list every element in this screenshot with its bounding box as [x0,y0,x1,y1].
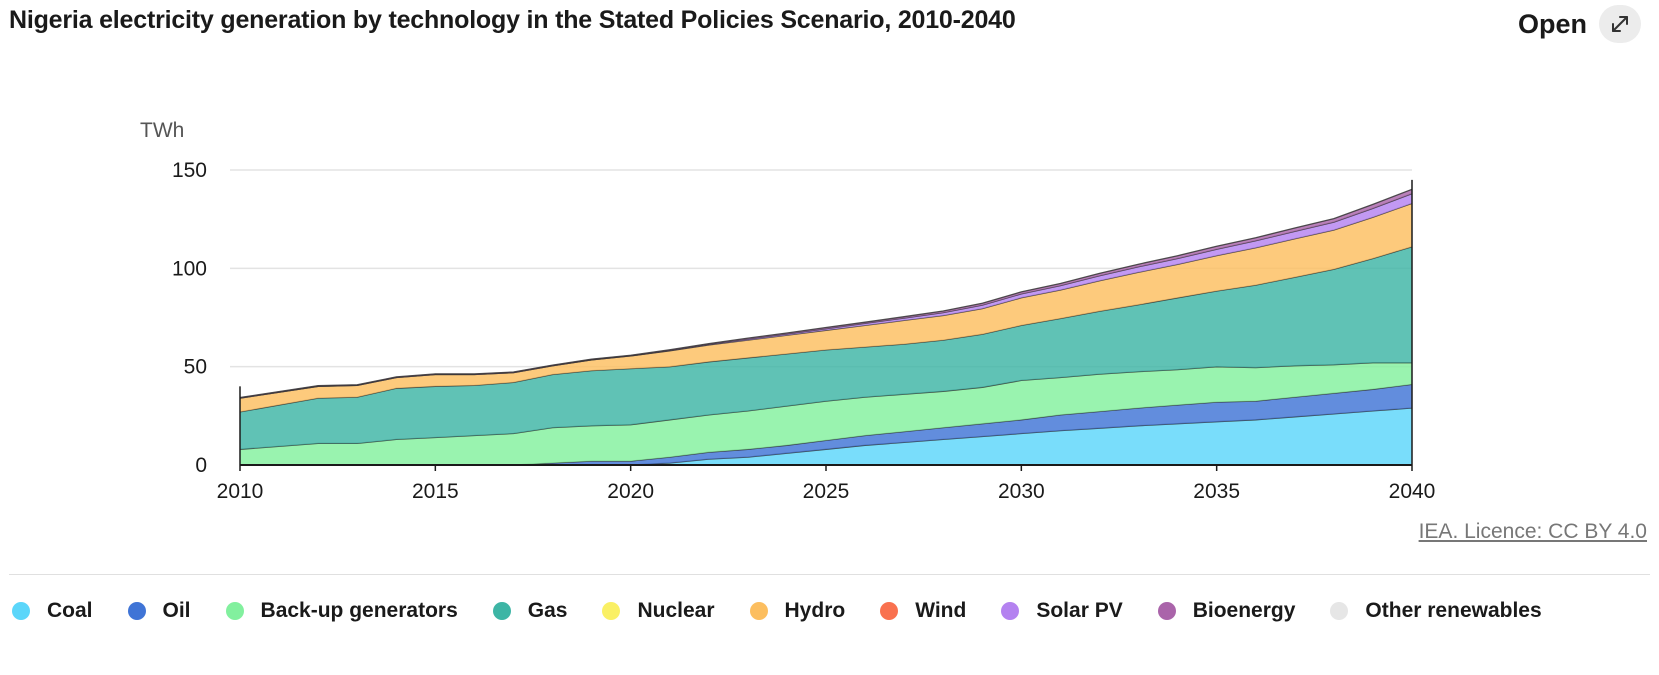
legend-label: Nuclear [637,599,715,622]
legend-swatch [225,602,244,620]
axes [239,179,1413,471]
y-tick-label: 150 [172,159,207,182]
y-tick-label: 100 [172,257,207,280]
area-coal [240,408,1412,465]
legend-item-gas[interactable]: Gas [492,598,568,624]
area-series [239,188,1413,466]
x-tick-label: 2030 [998,480,1045,503]
legend-item-oil[interactable]: Oil [127,598,191,624]
open-label[interactable]: Open [1517,8,1587,39]
legend-swatch [880,602,899,620]
expand-arrows-icon [1612,16,1628,32]
area-back-up-generators [240,362,1412,465]
legend-label: Other renewables [1365,599,1542,622]
page-title: Nigeria electricity generation by techno… [9,6,1016,34]
legend-label: Gas [527,599,568,622]
legend-label: Back-up generators [260,599,458,622]
area-hydro [240,203,1412,412]
legend-item-bioenergy[interactable]: Bioenergy [1157,598,1296,624]
legend-swatch [1001,602,1020,620]
x-tick-label: 2010 [217,480,264,503]
open-button[interactable] [1599,5,1641,43]
source-license-link[interactable]: IEA. Licence: CC BY 4.0 [1418,520,1647,543]
x-tick-label: 2035 [1193,480,1240,503]
x-tick-label: 2025 [803,480,850,503]
legend-item-coal[interactable]: Coal [12,598,93,624]
legend-divider [9,574,1650,575]
legend-item-solar-pv[interactable]: Solar PV [1001,598,1123,624]
x-tick-labels: 2010 2015 2020 2025 2030 2035 2040 [217,480,1436,503]
open-control[interactable]: Open [1518,5,1641,43]
legend-item-hydro[interactable]: Hydro [749,598,846,624]
legend-swatch [12,602,30,620]
legend-label: Oil [162,599,191,622]
legend-swatch [1330,602,1349,620]
legend-item-nuclear[interactable]: Nuclear [602,598,715,624]
legend: Coal Oil Back-up generators Gas Nuclear Hydro… [12,598,1619,624]
y-tick-labels: 0 50 100 150 [172,159,207,477]
area-oil [240,384,1412,465]
legend-swatch [492,602,511,620]
legend-swatch [602,602,621,620]
legend-label: Bioenergy [1192,599,1296,622]
x-tick-label: 2040 [1389,480,1436,503]
legend-item-other-renewables[interactable]: Other renewables [1330,598,1542,624]
legend-label: Coal [47,599,93,622]
legend-swatch [1157,602,1176,620]
legend-swatch [127,602,146,620]
legend-item-wind[interactable]: Wind [880,598,966,624]
area-edge-bioenergy [239,188,1413,399]
x-tick-label: 2020 [607,480,654,503]
legend-label: Hydro [784,599,846,622]
y-tick-label: 0 [195,454,207,477]
area-gas [240,246,1412,450]
legend-swatch [749,602,768,620]
y-axis-unit-label: TWh [140,119,184,142]
legend-label: Solar PV [1036,599,1123,622]
legend-label: Wind [915,599,967,622]
x-tick-label: 2015 [412,480,459,503]
y-tick-label: 50 [184,356,207,379]
legend-item-back-up-generators[interactable]: Back-up generators [225,598,458,624]
